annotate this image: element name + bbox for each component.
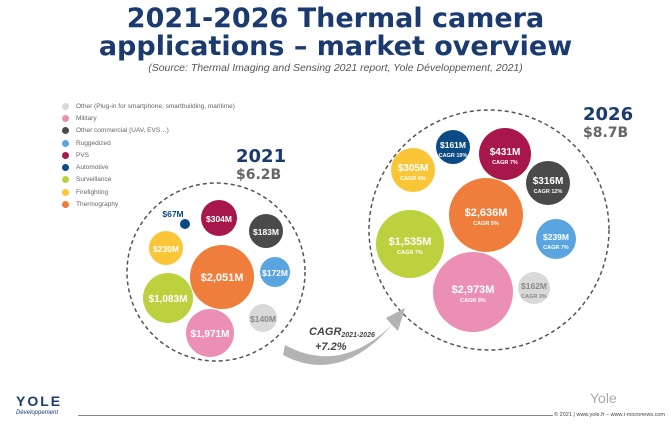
bubble-value-label: $2,051M — [201, 272, 244, 284]
bubble-value-label: $431M — [490, 147, 521, 158]
legend-label: Thermography — [76, 201, 119, 209]
bubble-value-label: $1,535M — [389, 236, 432, 248]
growth-arrow — [283, 308, 405, 365]
legend-item: Other (Plug-in for smartphone, smartbuil… — [62, 100, 235, 112]
bubble-2021 — [260, 257, 290, 287]
bubble-value-label: $304M — [206, 214, 232, 224]
bubble-cagr-label: CAGR 19% — [439, 153, 468, 159]
legend-label: Other (Plug-in for smartphone, smartbuil… — [76, 102, 235, 110]
bubble-2026 — [518, 272, 550, 304]
legend-label: Ruggedized — [76, 139, 111, 147]
legend-item: Firefighting — [62, 186, 235, 198]
bubble-value-label: $172M — [262, 268, 288, 278]
yole-logo-sub: Développement — [16, 410, 59, 416]
bubble-2026 — [479, 128, 531, 180]
bubble-value-label: $67M — [162, 209, 183, 219]
legend-swatch — [62, 151, 69, 159]
legend-swatch — [62, 102, 69, 110]
total-2021: $6.2B — [236, 167, 282, 183]
legend-swatch — [62, 164, 69, 172]
legend-item: Automotive — [62, 161, 235, 173]
bubble-value-label: $2,636M — [465, 207, 508, 219]
year-2026: 2026 — [583, 104, 634, 125]
year-2021: 2021 — [236, 146, 287, 167]
bubble-2021 — [249, 304, 277, 332]
bubble-value-label: $2,973M — [452, 284, 495, 296]
bubble-2021 — [190, 245, 254, 309]
bubble-value-label: $161M — [440, 140, 466, 150]
bubble-2026 — [376, 210, 444, 278]
watermark: Yole — [590, 390, 617, 406]
legend-item: Military — [62, 112, 235, 124]
bubble-2021 — [149, 231, 183, 265]
legend-swatch — [62, 139, 69, 147]
bubble-value-label: $140M — [250, 314, 276, 324]
bubble-cagr-label: CAGR 12% — [534, 189, 563, 195]
legend-item: Surveillance — [62, 174, 235, 186]
legend-label: Military — [76, 114, 97, 122]
total-2026: $8.7B — [583, 125, 629, 141]
bubble-value-label: $1,083M — [149, 294, 188, 305]
copyright: © 2021 | www.yole.fr – www.i-micronews.c… — [554, 412, 665, 418]
legend-item: Ruggedized — [62, 137, 235, 149]
cluster-2026-outline — [368, 109, 610, 351]
legend-label: Other commercial (UAV, EVS…) — [76, 127, 169, 135]
bubble-value-label: $305M — [398, 163, 429, 174]
bubble-2021 — [180, 219, 190, 229]
bubble-2026 — [526, 161, 570, 205]
legend-item: Other commercial (UAV, EVS…) — [62, 125, 235, 137]
title-line-2: applications – market overview — [98, 31, 573, 62]
bubble-cagr-label: CAGR 6% — [400, 176, 426, 182]
legend-label: PVS — [76, 151, 90, 159]
bubble-2026 — [436, 130, 470, 164]
source-note: (Source: Thermal Imaging and Sensing 202… — [148, 62, 523, 74]
bubble-value-label: $162M — [521, 281, 547, 291]
legend-swatch — [62, 127, 69, 135]
yole-logo: YOLE — [16, 393, 63, 409]
title-line-1: 2021-2026 Thermal camera — [126, 3, 545, 34]
legend-label: Automotive — [76, 164, 109, 172]
bubble-2026 — [391, 148, 435, 192]
bubble-value-label: $316M — [533, 176, 564, 187]
legend-item: Thermography — [62, 198, 235, 210]
bubble-cagr-label: CAGR 7% — [492, 160, 518, 166]
cagr-value: +7.2% — [315, 341, 347, 353]
bubble-2026 — [449, 178, 523, 252]
cagr-label: CAGR2021-2026 — [309, 326, 375, 339]
bubble-2021 — [249, 214, 283, 248]
footer-divider — [78, 415, 553, 416]
cluster-2021-outline — [126, 182, 306, 362]
bubble-value-label: $1,971M — [191, 329, 230, 340]
bubble-cagr-label: CAGR 9% — [460, 298, 486, 304]
legend-swatch — [62, 114, 69, 122]
legend-item: PVS — [62, 149, 235, 161]
bubble-2021 — [201, 200, 237, 236]
bubble-2021 — [186, 309, 234, 357]
bubble-value-label: $239M — [543, 232, 569, 242]
bubble-value-label: $230M — [153, 244, 179, 254]
legend-swatch — [62, 176, 69, 184]
bubble-2021 — [143, 273, 193, 323]
legend-swatch — [62, 201, 69, 209]
bubble-cagr-label: CAGR 3% — [521, 294, 547, 300]
legend-swatch — [62, 188, 69, 196]
bubble-value-label: $183M — [253, 227, 279, 237]
legend-label: Firefighting — [76, 188, 109, 196]
bubble-cagr-label: CAGR 5% — [473, 221, 499, 227]
bubble-2026 — [433, 252, 513, 332]
legend: Other (Plug-in for smartphone, smartbuil… — [62, 100, 235, 211]
legend-label: Surveillance — [76, 176, 112, 184]
bubble-2026 — [536, 219, 576, 259]
bubble-cagr-label: CAGR 7% — [397, 250, 423, 256]
bubble-cagr-label: CAGR 7% — [543, 245, 569, 251]
